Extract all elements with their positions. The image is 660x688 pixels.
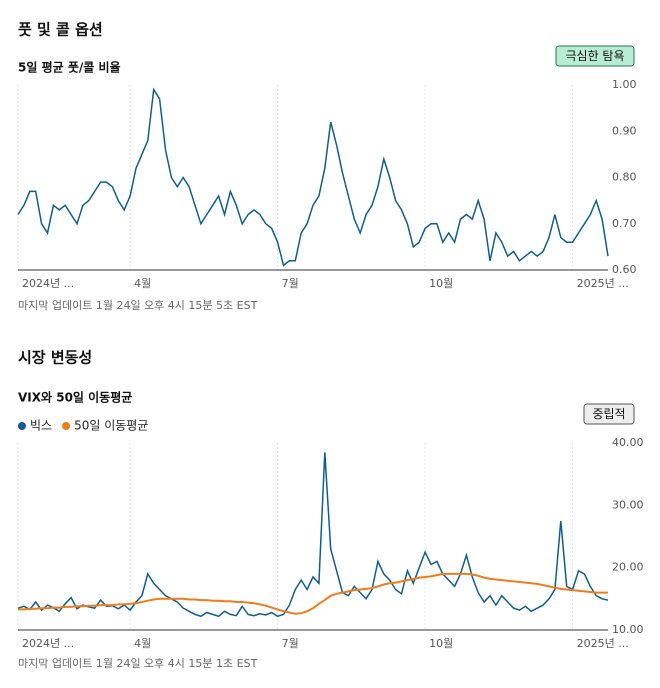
- chart-subtitle: 5일 평균 풋/콜 비율: [18, 60, 121, 75]
- legend-label: 빅스: [30, 419, 52, 433]
- line-series: [17, 452, 609, 618]
- y-tick-label: 0.60: [612, 263, 637, 276]
- x-tick-label: 4월: [134, 637, 151, 650]
- x-tick-label: 2025년 ...: [577, 637, 629, 650]
- section-title: 시장 변동성: [18, 349, 92, 367]
- badge-box: [555, 45, 635, 67]
- line-series: [18, 572, 608, 615]
- x-tick-label: 2024년 ...: [22, 277, 74, 290]
- x-tick-label: 10월: [429, 277, 453, 290]
- y-tick-label: 20.00: [612, 561, 644, 574]
- legend-swatch: [18, 422, 26, 430]
- y-tick-label: 0.70: [612, 217, 637, 230]
- chart-subtitle: VIX와 50일 이동평균: [18, 390, 132, 405]
- x-tick-label: 4월: [134, 277, 151, 290]
- badge-box: [583, 403, 635, 425]
- y-tick-label: 0.90: [612, 124, 637, 137]
- line-series: [17, 87, 609, 267]
- badge: 중립적: [592, 407, 625, 421]
- y-tick-label: 30.00: [612, 498, 644, 511]
- x-tick-label: 10월: [429, 637, 453, 650]
- legend-label: 50일 이동평균: [74, 419, 148, 433]
- x-tick-label: 7월: [282, 637, 299, 650]
- y-tick-label: 40.00: [612, 436, 644, 449]
- update-note: 마지막 업데이트 1월 24일 오후 4시 15분 5초 EST: [18, 298, 258, 312]
- x-tick-label: 2025년 ...: [577, 277, 629, 290]
- legend-swatch: [62, 422, 71, 430]
- x-tick-label: 2024년 ...: [22, 637, 74, 650]
- x-tick-label: 7월: [282, 277, 299, 290]
- y-tick-label: 10.00: [612, 623, 644, 636]
- y-tick-label: 1.00: [612, 78, 637, 91]
- update-note: 마지막 업데이트 1월 24일 오후 4시 15분 1초 EST: [18, 656, 258, 670]
- y-tick-label: 0.80: [612, 171, 637, 184]
- section-title: 풋 및 콜 옵션: [18, 21, 103, 39]
- badge: 극심한 탐욕: [565, 49, 624, 63]
